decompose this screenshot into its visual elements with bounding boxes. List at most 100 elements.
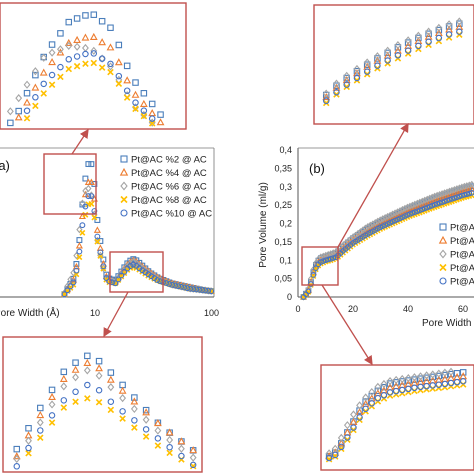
inset-point	[404, 39, 412, 46]
panel-b-ytick: 0,25	[274, 200, 292, 210]
inset-point	[435, 26, 443, 34]
panel-b-point	[458, 183, 465, 191]
panel-a-point	[72, 262, 80, 270]
inset-a-top	[0, 2, 187, 130]
inset-point	[142, 433, 150, 440]
panel-b-ytick: 0,35	[274, 163, 292, 173]
inset-point	[48, 57, 56, 66]
panel-a-point	[82, 203, 89, 210]
legend-b-marker	[439, 249, 447, 259]
inset-point	[441, 371, 449, 379]
panel-a-point	[172, 282, 179, 289]
panel-b-point	[394, 208, 401, 216]
inset-point	[73, 62, 81, 70]
inset-point	[48, 412, 56, 419]
inset-point	[453, 370, 461, 377]
panel-a-point	[73, 267, 80, 274]
panel-a-point	[154, 277, 161, 284]
panel-a-point	[88, 161, 95, 168]
panel-b-point	[434, 200, 441, 207]
inset-point	[374, 62, 381, 69]
inset-point	[131, 417, 138, 424]
inset-point	[148, 115, 156, 122]
panel-b-point	[367, 221, 374, 229]
panel-b-point	[461, 182, 468, 191]
inset-point	[456, 20, 463, 27]
inset-point	[89, 32, 98, 41]
legend-b-marker	[439, 277, 447, 285]
inset-point	[139, 99, 148, 107]
panel-b-markers	[300, 180, 474, 301]
panel-a-point	[70, 268, 77, 277]
inset-point	[333, 79, 340, 88]
panel-b-point	[379, 215, 386, 223]
inset-point	[322, 89, 330, 98]
panel-a-point	[130, 261, 137, 268]
inset-point	[98, 38, 107, 46]
inset-point	[333, 89, 340, 96]
panel-b-point	[372, 218, 379, 227]
legend-a-marker	[120, 209, 128, 217]
inset-point	[411, 384, 418, 392]
panel-b-point	[451, 185, 458, 194]
panel-b-point	[468, 180, 474, 189]
inset-point	[394, 44, 402, 51]
inset-point	[98, 17, 106, 25]
inset-point	[154, 442, 162, 449]
panel-b-point	[424, 195, 431, 203]
inset-point	[95, 399, 103, 406]
inset-point	[394, 41, 402, 50]
inset-point	[115, 72, 123, 80]
panel-a-point	[79, 199, 86, 207]
panel-a-point	[184, 285, 191, 292]
inset-point	[154, 435, 162, 442]
legend-b-label: Pt@AC	[450, 236, 474, 247]
panel-b-point	[330, 255, 337, 261]
inset-point	[140, 107, 148, 114]
inset-point	[356, 401, 363, 410]
panel-b-point	[414, 199, 421, 207]
inset-point	[325, 449, 333, 458]
inset-point	[453, 378, 461, 386]
inset-point	[459, 377, 467, 385]
inset-point	[81, 33, 90, 41]
callout-arrow-b-bottom	[321, 284, 373, 366]
inset-point	[119, 394, 127, 403]
panel-a-point	[190, 286, 197, 293]
inset-point	[40, 80, 47, 88]
inset-point	[23, 114, 31, 122]
panel-a-point	[115, 276, 122, 283]
inset-point	[72, 359, 79, 366]
callout-arrow-a-top	[71, 128, 89, 155]
inset-point	[37, 404, 44, 412]
inset-point	[331, 453, 339, 460]
inset-point	[411, 373, 418, 382]
inset-point	[333, 82, 340, 89]
inset-point	[380, 383, 388, 391]
inset-point	[23, 80, 31, 89]
inset-point	[423, 374, 430, 382]
inset-point	[445, 20, 453, 29]
panel-b-point	[456, 193, 463, 200]
inset-point	[459, 369, 467, 376]
panel-b-point	[441, 189, 448, 197]
inset-point	[114, 58, 123, 66]
inset-point	[25, 449, 32, 457]
inset-point	[414, 31, 422, 40]
inset-point	[423, 382, 430, 390]
inset-point	[393, 46, 402, 54]
inset-point	[32, 102, 39, 110]
panel-b-ytick: 0,3	[279, 182, 292, 192]
panel-a-point	[88, 193, 95, 200]
inset-point	[445, 31, 453, 38]
inset-point	[384, 49, 391, 57]
inset-point	[423, 371, 431, 380]
panel-b-point	[308, 281, 314, 287]
panel-b-ytick: 0	[287, 292, 292, 302]
inset-point	[72, 398, 79, 406]
inset-point	[363, 58, 371, 67]
inset-point	[123, 94, 131, 101]
inset-point	[73, 15, 81, 22]
inset-point	[417, 383, 424, 391]
